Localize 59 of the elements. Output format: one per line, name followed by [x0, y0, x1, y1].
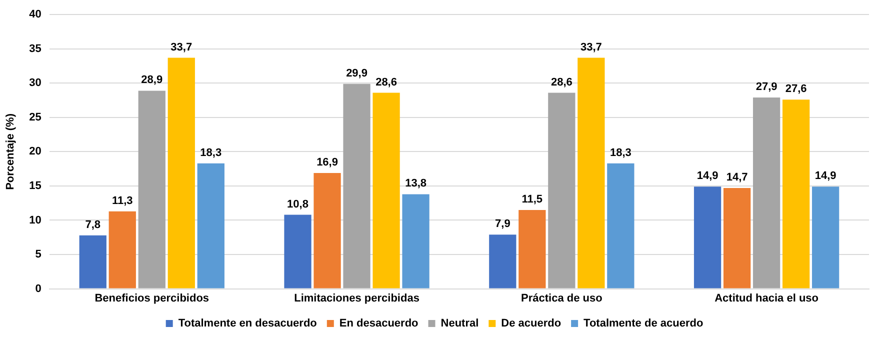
data-label: 14,9	[814, 170, 836, 182]
bar	[489, 234, 516, 288]
data-label: 28,6	[550, 76, 572, 88]
y-tick-label: 20	[29, 146, 42, 158]
bar	[782, 100, 810, 288]
data-label: 14,9	[696, 170, 718, 182]
x-tick-label: Práctica de uso	[521, 292, 603, 304]
y-tick-label: 5	[35, 248, 42, 261]
data-label: 33,7	[170, 41, 192, 54]
y-tick-label: 35	[29, 42, 42, 55]
data-label: 14,7	[726, 172, 748, 184]
y-tick-label: 30	[29, 77, 42, 90]
data-label: 10,8	[287, 198, 308, 210]
data-label: 11,3	[112, 194, 133, 207]
bar	[812, 186, 840, 288]
legend-label: Totalmente de acuerdo	[584, 318, 704, 330]
bar	[372, 92, 400, 288]
y-tick-label: 0	[35, 282, 42, 295]
y-tick-label: 25	[29, 111, 42, 124]
data-label: 28,9	[141, 74, 163, 86]
data-label: 27,9	[756, 81, 778, 94]
bar	[607, 163, 634, 288]
data-label: 28,6	[376, 76, 397, 88]
y-tick-label: 15	[29, 180, 42, 192]
bar	[168, 58, 195, 288]
legend-label: Neutral	[440, 318, 479, 330]
bar	[548, 92, 576, 288]
bar	[284, 214, 312, 288]
bar	[197, 163, 224, 288]
bar	[694, 186, 722, 288]
data-label: 13,8	[405, 178, 426, 190]
bar	[752, 98, 780, 288]
data-label: 29,9	[346, 67, 368, 80]
data-label: 7,8	[85, 218, 101, 231]
bar	[518, 210, 546, 288]
data-label: 11,5	[522, 194, 543, 206]
data-label: 7,9	[495, 218, 510, 230]
bar	[108, 211, 136, 288]
legend-label: De acuerdo	[501, 318, 562, 330]
data-label: 27,6	[785, 83, 807, 96]
x-tick-label: Beneficios percibidos	[94, 292, 210, 304]
bar	[723, 188, 751, 288]
data-label: 16,9	[316, 156, 338, 168]
data-label: 18,3	[610, 146, 632, 159]
x-tick-label: Limitaciones percibidas	[294, 292, 420, 304]
bar	[402, 194, 430, 288]
bar	[314, 172, 341, 288]
bar	[138, 90, 166, 288]
bar	[79, 235, 106, 288]
y-tick-label: 10	[29, 214, 42, 226]
y-axis-title: Porcentaje (%)	[4, 113, 17, 190]
legend-label: En desacuerdo	[339, 318, 419, 330]
bar	[343, 84, 370, 288]
y-tick-label: 40	[29, 8, 42, 21]
bar	[578, 58, 605, 288]
data-label: 18,3	[200, 146, 222, 159]
legend-label: Totalmente en desacuerdo	[178, 318, 318, 330]
x-tick-label: Actitud hacia el uso	[714, 292, 819, 304]
data-label: 33,7	[580, 41, 602, 54]
